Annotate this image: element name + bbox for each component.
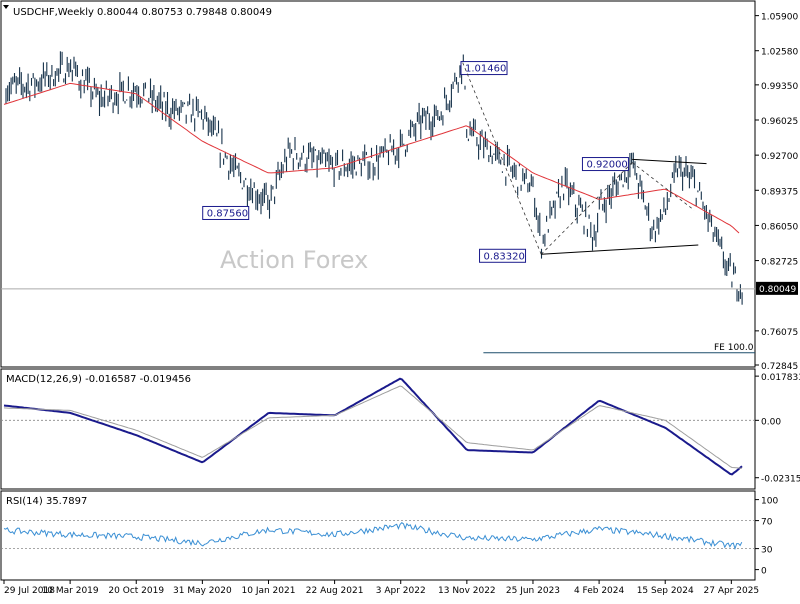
x-tick-label: 4 Feb 2024 <box>574 586 625 596</box>
price-panel: USDCHF,Weekly 0.80044 0.80753 0.79848 0.… <box>0 0 798 372</box>
price-label: 0.83320 <box>484 251 525 262</box>
current-price-box <box>756 281 798 295</box>
price-label: 0.92000 <box>586 160 627 171</box>
price-series: 0.80049 FE 100.0 <box>1 51 798 354</box>
price-label: 1.01460 <box>465 64 506 75</box>
price-tick-label: 0.72845 <box>761 362 798 372</box>
price-tick-label: 0.96025 <box>761 117 798 127</box>
x-tick-label: 25 Jun 2023 <box>506 586 560 596</box>
x-tick-label: 31 May 2020 <box>173 586 232 596</box>
price-tick-label: 0.86050 <box>761 222 798 232</box>
moving-average-line <box>3 82 740 234</box>
signal-line <box>3 385 743 469</box>
ohlc-label: 0.80044 0.80753 0.79848 0.80049 <box>97 7 272 18</box>
rsi-panel: RSI(14) 35.7897 100 70 30 0 <box>0 490 778 581</box>
macd-tick-label: 0.00 <box>761 417 781 427</box>
macd-panel: MACD(12,26,9) -0.016587 -0.019456 0.0178… <box>0 368 800 490</box>
fe-label: FE 100.0 <box>714 343 754 353</box>
price-tick-label: 1.02580 <box>761 48 798 58</box>
price-label: 0.87560 <box>207 208 248 219</box>
x-tick-label: 10 Jan 2021 <box>242 586 296 596</box>
price-tick-label: 0.99350 <box>761 82 798 92</box>
channel-bottom-line <box>541 244 699 255</box>
rsi-title: RSI(14) 35.7897 <box>6 496 87 507</box>
price-tick-label: 0.92700 <box>761 152 798 162</box>
macd-axis: 0.017833 0.00 -0.023159 <box>1 373 800 485</box>
x-tick-label: 3 Apr 2022 <box>376 586 426 596</box>
x-tick-label: 29 Jul 2018 <box>4 586 55 596</box>
x-tick-label: 13 Nov 2022 <box>438 586 496 596</box>
x-tick-label: 22 Aug 2021 <box>306 586 364 596</box>
rsi-line <box>3 522 743 551</box>
price-tick-label: 0.89375 <box>761 187 798 197</box>
price-label-box <box>202 205 250 220</box>
rsi-frame <box>0 490 756 581</box>
rsi-tick-label: 30 <box>761 546 773 556</box>
symbol-label: USDCHF,Weekly <box>13 7 94 18</box>
macd-title: MACD(12,26,9) -0.016587 -0.019456 <box>6 374 191 385</box>
rsi-series <box>3 522 743 551</box>
macd-series <box>3 377 743 476</box>
price-label-box <box>479 248 527 263</box>
macd-frame <box>0 368 756 490</box>
price-annotations: 1.01460 0.87560 0.83320 0.92000 <box>202 61 707 263</box>
price-tick-label: 0.82725 <box>761 258 798 268</box>
watermark: Action Forex <box>220 246 368 274</box>
x-tick-label: 27 Apr 2025 <box>704 586 760 596</box>
dashed-trendline <box>631 162 695 211</box>
current-price-label: 0.80049 <box>759 285 796 295</box>
price-tick-label: 1.05900 <box>761 13 798 23</box>
price-label-box <box>581 157 629 172</box>
x-tick-label: 20 Oct 2019 <box>108 586 164 596</box>
rsi-tick-label: 100 <box>761 497 778 507</box>
x-tick-label: 10 Mar 2019 <box>42 586 99 596</box>
macd-line <box>3 377 743 476</box>
channel-top-line <box>632 158 707 165</box>
dashed-trendline <box>462 62 542 255</box>
x-tick-label: 15 Sep 2024 <box>637 586 694 596</box>
price-tick-label: 0.76075 <box>761 328 798 338</box>
price-frame <box>0 0 756 368</box>
macd-tick-label: 0.017833 <box>761 373 800 383</box>
price-label-box <box>460 61 508 76</box>
dropdown-triangle-icon[interactable] <box>3 5 9 9</box>
rsi-tick-label: 70 <box>761 518 773 528</box>
rsi-axis: 100 70 30 0 <box>1 497 778 577</box>
rsi-tick-label: 0 <box>761 567 767 577</box>
price-axis: 1.05900 1.02580 0.99350 0.96025 0.92700 0.893… <box>755 13 798 372</box>
macd-tick-label: -0.023159 <box>761 475 800 485</box>
